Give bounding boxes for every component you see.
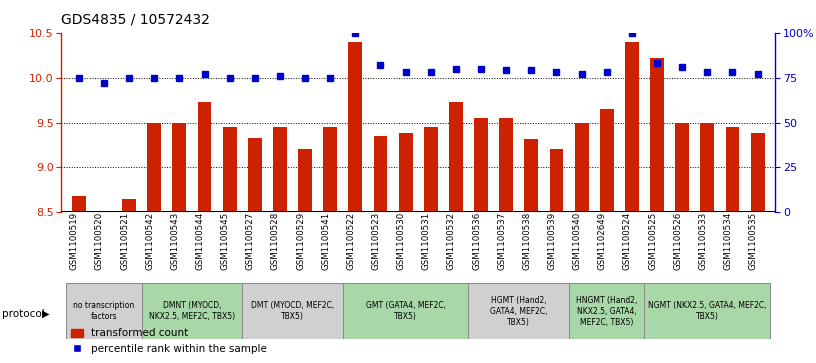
Bar [424,127,437,212]
FancyBboxPatch shape [468,283,569,339]
Text: GSM1100523: GSM1100523 [371,212,380,270]
Text: GSM1100522: GSM1100522 [346,212,355,270]
Bar [499,118,513,212]
Text: GSM1102649: GSM1102649 [598,212,607,270]
Text: GSM1100533: GSM1100533 [698,212,707,270]
Text: GSM1100539: GSM1100539 [548,212,557,270]
Text: HNGMT (Hand2,
NKX2.5, GATA4,
MEF2C, TBX5): HNGMT (Hand2, NKX2.5, GATA4, MEF2C, TBX5… [576,296,637,327]
Text: GSM1100540: GSM1100540 [573,212,582,270]
Text: NGMT (NKX2.5, GATA4, MEF2C,
TBX5): NGMT (NKX2.5, GATA4, MEF2C, TBX5) [648,301,766,321]
Text: GSM1100545: GSM1100545 [220,212,229,270]
Text: HGMT (Hand2,
GATA4, MEF2C,
TBX5): HGMT (Hand2, GATA4, MEF2C, TBX5) [490,296,548,327]
Bar [574,123,588,212]
Text: GSM1100524: GSM1100524 [623,212,632,270]
Text: ▶: ▶ [42,309,50,319]
FancyBboxPatch shape [645,283,770,339]
Bar [148,123,161,212]
Text: GSM1100536: GSM1100536 [472,212,481,270]
Text: DMT (MYOCD, MEF2C,
TBX5): DMT (MYOCD, MEF2C, TBX5) [251,301,334,321]
Text: GSM1100525: GSM1100525 [648,212,657,270]
Bar [676,123,689,212]
FancyBboxPatch shape [66,283,142,339]
Text: GSM1100521: GSM1100521 [120,212,129,270]
Legend: transformed count, percentile rank within the sample: transformed count, percentile rank withi… [66,324,272,358]
Text: GSM1100530: GSM1100530 [397,212,406,270]
Bar [72,196,86,212]
Bar [474,118,488,212]
Bar [625,42,639,212]
Bar [751,133,765,212]
FancyBboxPatch shape [142,283,242,339]
Bar [449,102,463,212]
Text: no transcription
factors: no transcription factors [73,301,135,321]
Bar [549,150,563,212]
Text: GSM1100544: GSM1100544 [196,212,205,270]
Bar [172,123,186,212]
Text: GSM1100519: GSM1100519 [70,212,79,270]
Bar [223,127,237,212]
Text: GMT (GATA4, MEF2C,
TBX5): GMT (GATA4, MEF2C, TBX5) [366,301,446,321]
Bar [298,150,312,212]
Bar [348,42,362,212]
Bar [725,127,739,212]
Bar [323,127,337,212]
Text: GSM1100535: GSM1100535 [748,212,757,270]
Text: GSM1100529: GSM1100529 [296,212,305,270]
Bar [197,102,211,212]
Bar [700,123,714,212]
Bar [273,127,287,212]
FancyBboxPatch shape [569,283,645,339]
Bar [374,136,388,212]
Text: GSM1100531: GSM1100531 [422,212,431,270]
Bar [525,139,539,212]
Text: GSM1100528: GSM1100528 [271,212,280,270]
Text: GSM1100542: GSM1100542 [145,212,154,270]
Text: GSM1100520: GSM1100520 [95,212,104,270]
Text: GSM1100526: GSM1100526 [673,212,682,270]
Text: GSM1100534: GSM1100534 [724,212,733,270]
Text: GDS4835 / 10572432: GDS4835 / 10572432 [61,13,210,27]
Text: GSM1100543: GSM1100543 [171,212,180,270]
Text: GSM1100527: GSM1100527 [246,212,255,270]
FancyBboxPatch shape [242,283,343,339]
Bar [399,133,413,212]
Text: GSM1100538: GSM1100538 [522,212,531,270]
FancyBboxPatch shape [343,283,468,339]
Bar [650,58,664,212]
Text: protocol: protocol [2,309,44,319]
Bar [248,138,262,212]
Text: GSM1100532: GSM1100532 [447,212,456,270]
Bar [600,109,614,212]
Bar [122,199,136,212]
Text: GSM1100537: GSM1100537 [497,212,506,270]
Text: DMNT (MYOCD,
NKX2.5, MEF2C, TBX5): DMNT (MYOCD, NKX2.5, MEF2C, TBX5) [149,301,235,321]
Text: GSM1100541: GSM1100541 [322,212,330,270]
